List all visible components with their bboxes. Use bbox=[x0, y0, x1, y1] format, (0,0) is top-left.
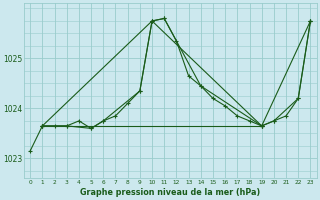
X-axis label: Graphe pression niveau de la mer (hPa): Graphe pression niveau de la mer (hPa) bbox=[80, 188, 260, 197]
